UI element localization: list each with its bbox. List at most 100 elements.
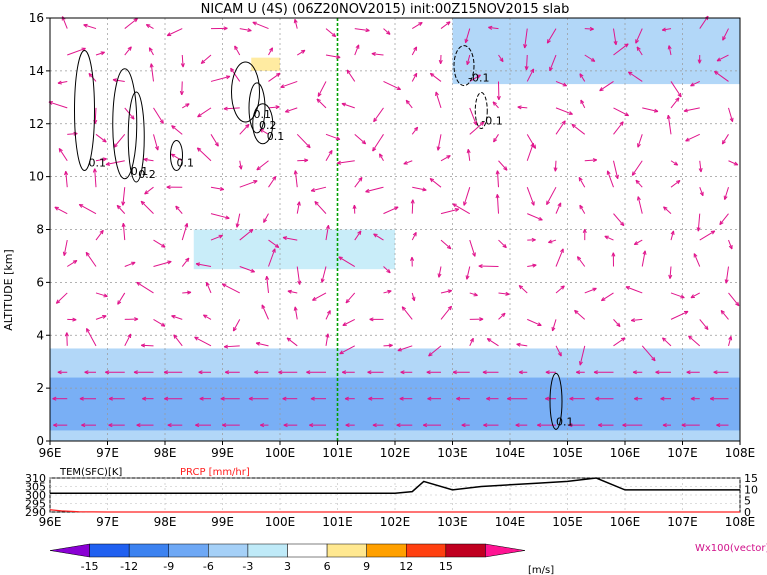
wind-vector-head xyxy=(716,57,722,62)
colorbar-swatch xyxy=(168,543,209,558)
wind-vector xyxy=(437,134,442,151)
wind-vector-head xyxy=(127,333,132,339)
contour-line xyxy=(112,68,138,180)
colorbar-level-label: -12 xyxy=(120,560,138,573)
wind-vector-head xyxy=(716,423,721,428)
wind-vector-head xyxy=(78,203,84,208)
wind-vector xyxy=(95,292,108,297)
wind-vector xyxy=(636,46,643,56)
wind-vector-head xyxy=(117,300,122,305)
wind-vector-head xyxy=(283,423,288,428)
sub-x-tick-label: 102E xyxy=(380,515,411,529)
wind-vector-head xyxy=(515,423,520,428)
wind-vector-head xyxy=(429,178,435,183)
wind-vector-head xyxy=(428,352,433,357)
wind-vector xyxy=(252,21,269,30)
wind-vector-head xyxy=(637,143,641,148)
wind-vector-head xyxy=(729,117,734,123)
colorbar-level-label: -9 xyxy=(163,560,174,573)
shaded-region-4 xyxy=(625,271,671,286)
wind-vector xyxy=(338,256,356,267)
wind-vector xyxy=(662,337,672,347)
wind-vector-head xyxy=(225,370,230,375)
wind-vector-head xyxy=(336,160,342,165)
wind-vector-head xyxy=(293,18,298,24)
wind-vector-head xyxy=(505,291,510,296)
wind-vector-head xyxy=(633,396,639,401)
wind-vector-head xyxy=(180,63,185,68)
wind-vector-head xyxy=(387,289,392,294)
wind-vector-head xyxy=(372,147,377,152)
wind-vector-head xyxy=(253,180,258,184)
wind-vector-head xyxy=(578,361,583,366)
wind-vector-head xyxy=(651,356,656,362)
wind-vector-head xyxy=(413,46,418,51)
wind-vector-head xyxy=(225,215,230,220)
contour-line xyxy=(127,91,145,183)
wind-vector-head xyxy=(699,191,704,197)
wind-vector-head xyxy=(160,322,166,327)
wind-vector xyxy=(354,133,366,145)
wind-vector-head xyxy=(221,283,227,288)
x-tick-label: 98E xyxy=(154,446,177,460)
wind-vector-head xyxy=(386,30,391,35)
wind-vector-head xyxy=(454,208,460,212)
wind-vector-head xyxy=(309,423,314,428)
right-tick-label: 0 xyxy=(744,506,751,519)
wind-vector-head xyxy=(631,171,636,176)
wind-vector-head xyxy=(85,251,90,257)
wind-vector-head xyxy=(524,66,529,71)
wind-vector-head xyxy=(452,203,457,208)
wind-vector xyxy=(699,230,716,241)
wind-vector-head xyxy=(342,322,347,327)
wind-vector xyxy=(440,305,452,320)
wind-vector xyxy=(440,208,459,215)
wind-vector-head xyxy=(223,106,228,111)
wind-vector-head xyxy=(296,201,301,206)
wind-vector-head xyxy=(611,252,616,257)
wind-vector-head xyxy=(624,112,630,117)
wind-vector-head xyxy=(580,99,585,104)
wind-vector xyxy=(578,177,586,188)
wind-vector-head xyxy=(560,285,565,290)
wind-vector-head xyxy=(54,206,59,211)
wind-vector-head xyxy=(435,91,439,96)
prcp-legend-label: PRCP [mm/hr] xyxy=(180,467,250,478)
wind-vector-head xyxy=(396,86,402,91)
x-tick-label: 104E xyxy=(495,446,526,460)
wind-vector xyxy=(467,149,471,161)
wind-vector xyxy=(641,345,656,362)
colorbar-swatch xyxy=(445,543,486,558)
wind-vector xyxy=(317,81,327,97)
wind-vector-head xyxy=(223,344,229,349)
wind-vector-head xyxy=(463,201,467,206)
wind-vector-head xyxy=(473,292,478,297)
wind-vector-head xyxy=(471,252,476,257)
wind-vector-head xyxy=(197,113,202,118)
wind-vector-head xyxy=(280,84,285,89)
wind-vector-head xyxy=(613,40,618,46)
wind-vector-head xyxy=(719,220,724,226)
wind-vector xyxy=(354,230,362,241)
wind-vector xyxy=(452,203,471,215)
x-tick-label: 107E xyxy=(667,446,698,460)
wind-vector-head xyxy=(306,143,311,149)
wind-vector-head xyxy=(480,121,485,126)
wind-vector xyxy=(728,160,739,166)
wind-vector-head xyxy=(282,396,287,401)
wind-vector xyxy=(690,80,700,87)
wind-vector-head xyxy=(693,253,698,258)
wind-vector xyxy=(263,213,269,223)
wind-vector-head xyxy=(557,352,562,357)
colorbar-swatch xyxy=(406,543,447,558)
colorbar-level-label: -15 xyxy=(81,560,99,573)
wind-vector xyxy=(577,256,586,267)
wind-vector-head xyxy=(175,205,180,211)
wind-vector xyxy=(670,310,689,320)
wind-vector xyxy=(438,266,442,278)
wind-vector xyxy=(175,205,183,214)
wind-vector xyxy=(607,170,614,188)
wind-vector-head xyxy=(620,221,625,227)
wind-vector xyxy=(604,235,614,241)
